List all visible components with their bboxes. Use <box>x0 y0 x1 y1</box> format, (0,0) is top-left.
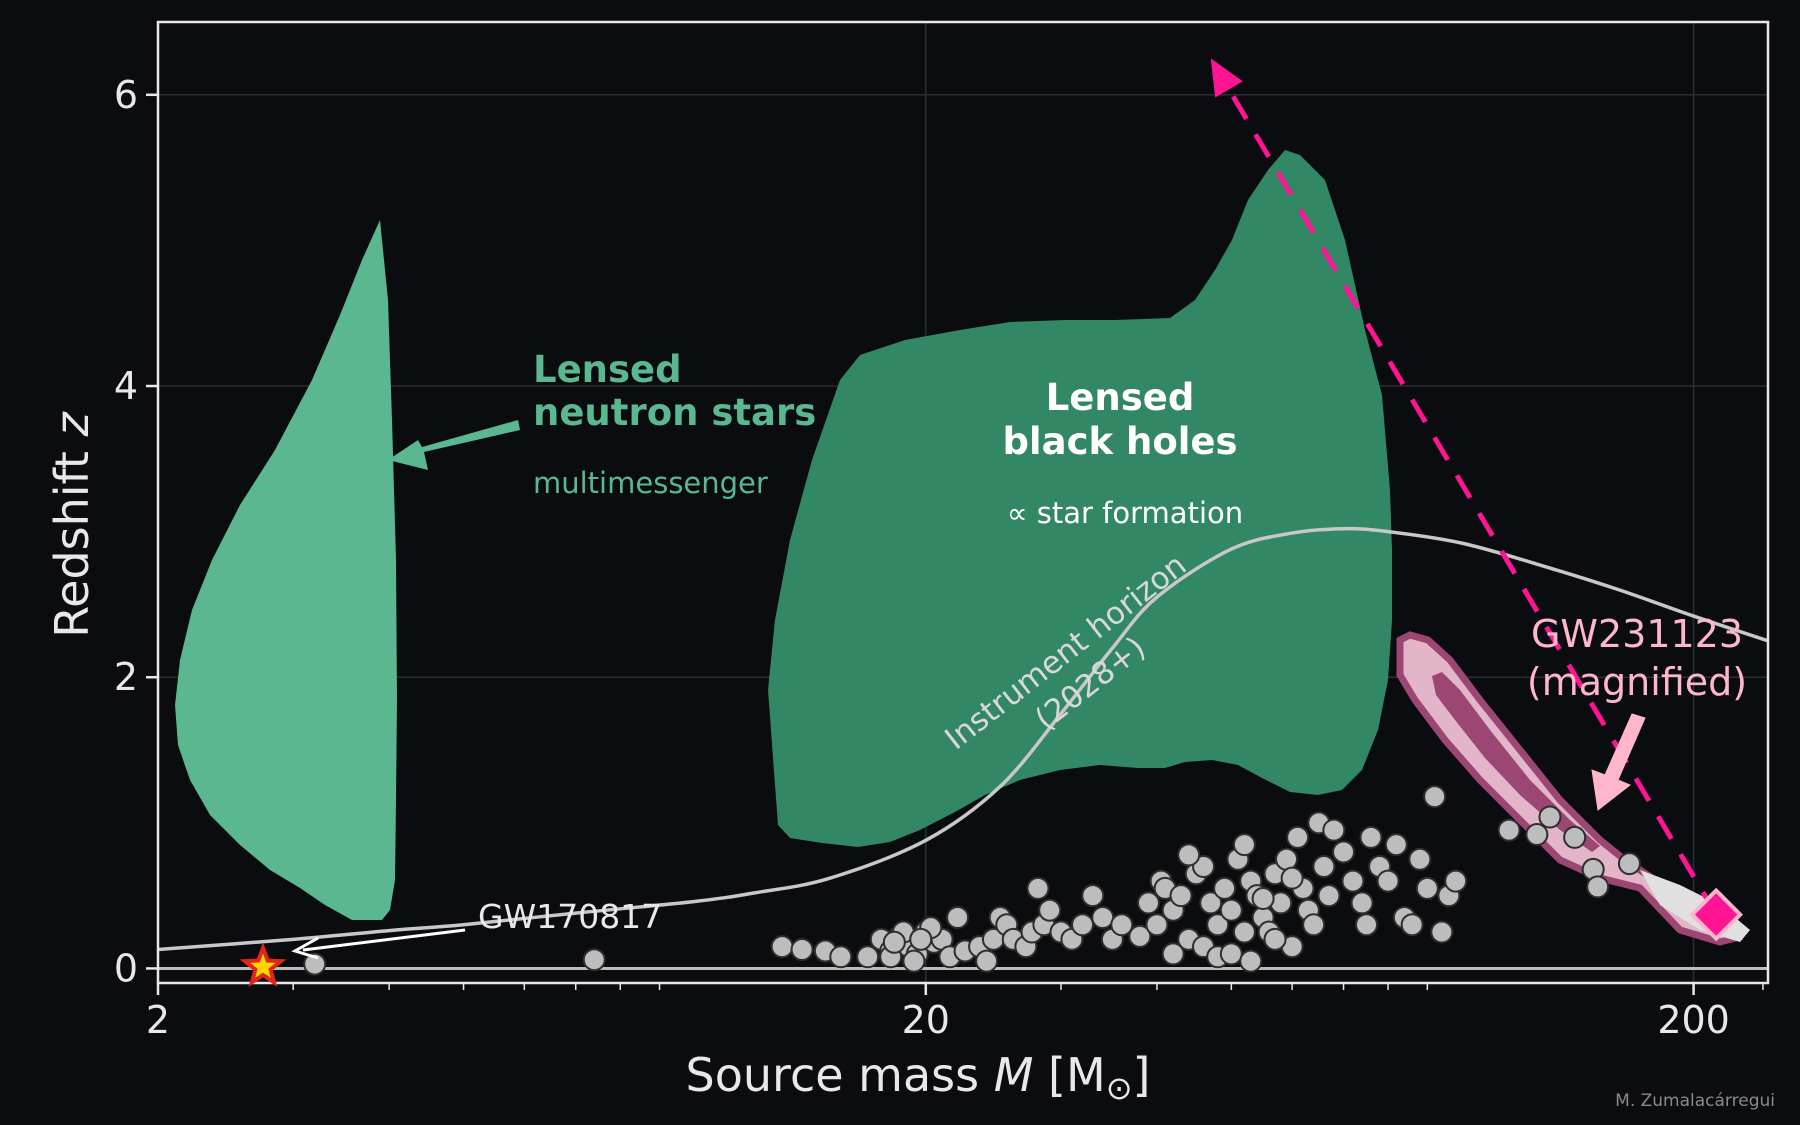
event-point <box>1232 920 1256 944</box>
event-point <box>582 948 606 972</box>
gw231123-diamond-marker <box>1689 887 1744 942</box>
event-point <box>1350 891 1374 915</box>
gw231123-label-line2: (magnified) <box>1527 660 1747 704</box>
credit-text: M. Zumalacárregui <box>1615 1091 1775 1111</box>
event-point <box>1312 855 1336 879</box>
event-point <box>1322 818 1346 842</box>
event-point <box>1332 840 1356 864</box>
event-point <box>1423 785 1447 809</box>
event-point <box>1408 847 1432 871</box>
event-point <box>1091 905 1115 929</box>
event-point <box>1586 875 1610 899</box>
event-point <box>1145 913 1169 937</box>
event-point <box>1199 891 1223 915</box>
event-point <box>1275 847 1299 871</box>
bh-subtitle: ∝ star formation <box>1007 496 1243 530</box>
event-point <box>1161 942 1185 966</box>
event-point <box>975 949 999 973</box>
axes-frame <box>156 20 1770 985</box>
ns-title-line2: neutron stars <box>533 391 816 434</box>
bh-title-line1: Lensed <box>1046 376 1195 419</box>
event-point <box>790 938 814 962</box>
event-point <box>909 927 933 951</box>
event-point <box>1169 884 1193 908</box>
event-point <box>1136 891 1160 915</box>
event-point <box>1026 876 1050 900</box>
event-point <box>882 930 906 954</box>
event-point <box>1384 833 1408 857</box>
gw231123-label-line1: GW231123 <box>1531 612 1743 656</box>
gw231123-label-arrow <box>1591 713 1646 811</box>
event-point <box>1286 825 1310 849</box>
event-point <box>1110 913 1134 937</box>
event-point <box>1038 898 1062 922</box>
gw170817-label-arrow <box>302 928 466 952</box>
instrument-horizon-curve <box>157 526 1769 952</box>
y-axis-title: Redshift z <box>45 411 99 637</box>
event-point <box>1251 887 1275 911</box>
event-point <box>1355 913 1379 937</box>
event-point <box>1341 869 1365 893</box>
gw170817-label-arrow-head <box>291 936 319 960</box>
magnification-arrow-head <box>1210 58 1243 98</box>
bh-title-line2: black holes <box>1002 420 1237 463</box>
event-point <box>1213 876 1237 900</box>
event-point <box>303 952 327 976</box>
event-point <box>1219 898 1243 922</box>
y-tick-label: 2 <box>114 655 138 699</box>
event-point <box>770 935 794 959</box>
x-axis-ticks: 2 20 200 <box>146 983 1764 1042</box>
x-axis-title: Source mass M [M⊙] <box>686 1048 1151 1107</box>
ns-title-line1: Lensed <box>533 348 682 391</box>
magnification-arrow-line <box>1226 88 1719 916</box>
x-tick-label: 200 <box>1657 998 1730 1042</box>
x-tick-label: 2 <box>146 998 170 1042</box>
event-point <box>1497 818 1521 842</box>
event-point <box>1376 869 1400 893</box>
event-point <box>902 949 926 973</box>
event-point <box>1219 942 1243 966</box>
event-point <box>1617 852 1641 876</box>
event-point <box>1081 884 1105 908</box>
ns-subtitle: multimessenger <box>533 466 768 500</box>
event-point <box>1177 843 1201 867</box>
event-point <box>1359 825 1383 849</box>
event-point <box>1317 884 1341 908</box>
event-point <box>1239 949 1263 973</box>
event-point <box>1444 869 1468 893</box>
event-point <box>1071 913 1095 937</box>
gw170817-label: GW170817 <box>478 897 662 936</box>
event-point <box>1206 913 1230 937</box>
gw170817-star-marker <box>239 942 287 988</box>
y-tick-label: 0 <box>114 946 138 990</box>
gw231123-contour-inner <box>1432 672 1600 852</box>
event-point <box>1192 855 1216 879</box>
event-point <box>1400 913 1424 937</box>
event-point <box>1232 833 1256 857</box>
x-tick-label: 20 <box>902 998 950 1042</box>
neutron-star-arrow <box>388 420 520 470</box>
event-point <box>1263 927 1287 951</box>
lensed-neutron-stars-region <box>175 220 397 920</box>
event-point <box>946 905 970 929</box>
y-axis-ticks: 0 2 4 6 <box>114 73 158 990</box>
y-tick-label: 6 <box>114 73 138 117</box>
event-point <box>1525 822 1549 846</box>
event-point <box>1280 866 1304 890</box>
event-point <box>1128 924 1152 948</box>
detected-events <box>303 785 1641 976</box>
event-point <box>1415 876 1439 900</box>
event-point <box>1302 913 1326 937</box>
event-point <box>1538 805 1562 829</box>
event-point <box>829 945 853 969</box>
event-point <box>856 945 880 969</box>
lensed-black-holes-region <box>768 150 1392 847</box>
y-tick-label: 4 <box>114 364 138 408</box>
event-point <box>1430 920 1454 944</box>
event-point <box>1563 825 1587 849</box>
